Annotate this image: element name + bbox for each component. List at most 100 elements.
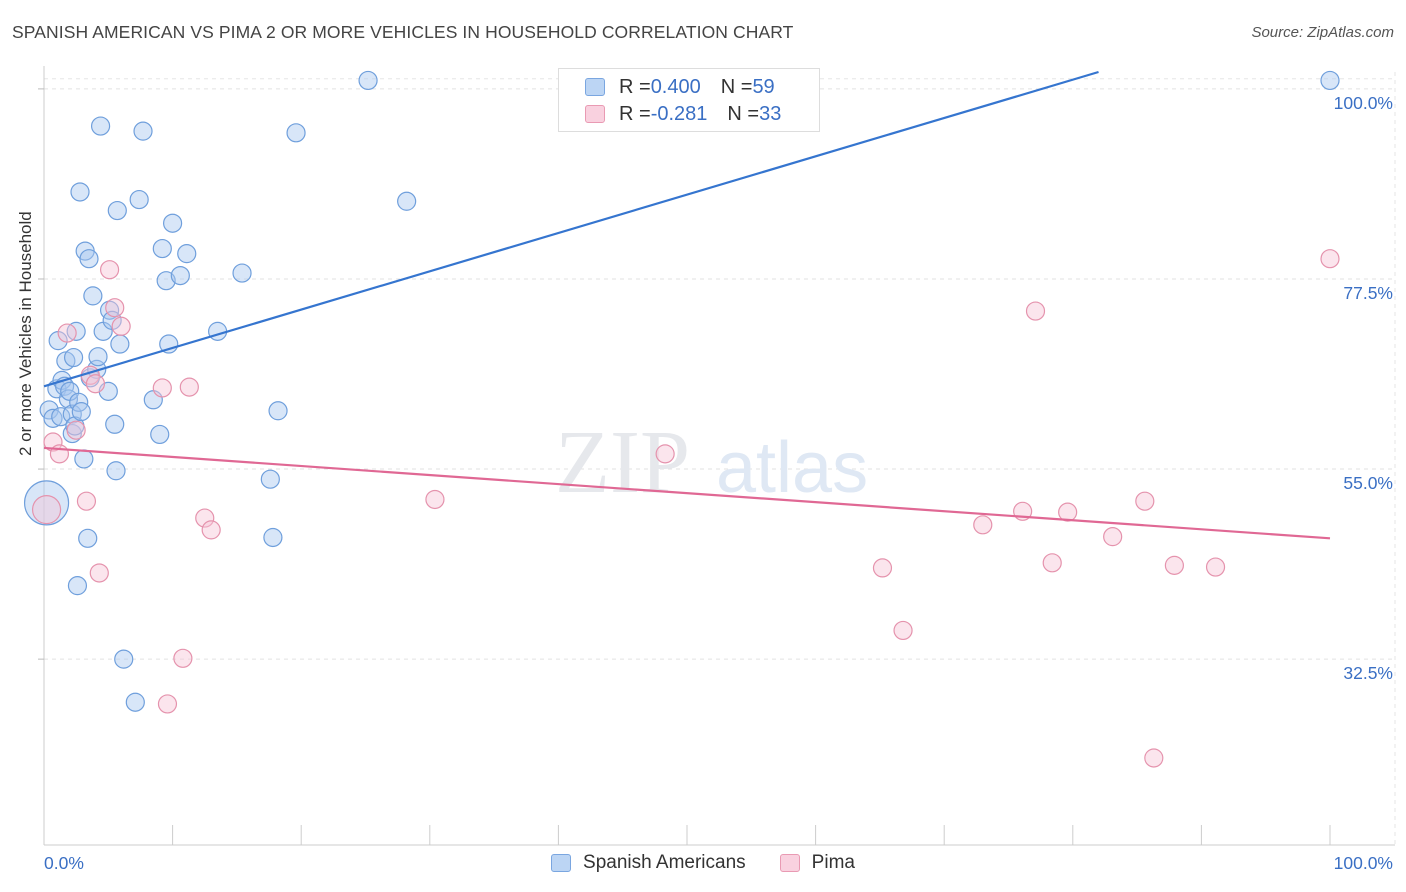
legend-row-pima: R = -0.281 N = 33 <box>585 101 781 127</box>
pima-point-0 <box>31 495 62 525</box>
spanish-american-point-13 <box>63 347 84 368</box>
pima-point-31 <box>1205 557 1226 577</box>
spanish-american-point-36 <box>110 334 130 354</box>
axes <box>38 66 1395 846</box>
spanish-american-point-33 <box>105 414 125 434</box>
spanish-american-point-47 <box>170 265 190 286</box>
pima-point-19 <box>655 444 675 464</box>
spanish-american-point-5 <box>51 407 71 427</box>
pima-point-25 <box>1042 553 1062 573</box>
pima-point-22 <box>973 515 993 535</box>
pima-point-29 <box>1144 748 1164 768</box>
spanish-american-point-49 <box>208 321 228 341</box>
pima-point-26 <box>1058 502 1078 522</box>
pima-point-18 <box>425 489 445 510</box>
spanish-american-point-25 <box>83 286 103 306</box>
spanish-american-point-43 <box>152 238 172 259</box>
spanish-american-point-37 <box>114 649 134 669</box>
legend-swatch-blue <box>551 854 572 872</box>
x-tick-label-1: 100.0% <box>1334 853 1393 873</box>
spanish-american-point-44 <box>156 271 176 291</box>
pima-point-11 <box>111 316 131 336</box>
watermark-atlas: atlas <box>716 428 868 508</box>
spanish-american-point-20 <box>74 449 94 469</box>
series-legend: Spanish Americans Pima <box>0 852 1406 874</box>
data-points <box>23 70 1340 768</box>
pima-point-8 <box>89 563 109 583</box>
spanish-american-point-0 <box>23 480 70 526</box>
spanish-american-point-18 <box>67 576 88 596</box>
r-value: -0.281 <box>650 102 708 125</box>
y-tick-label-1: 55.0% <box>1343 473 1393 493</box>
chart-title: SPANISH AMERICAN VS PIMA 2 OR MORE VEHIC… <box>12 22 794 42</box>
pima-point-20 <box>872 558 893 578</box>
x-tick-label-0: 0.0% <box>44 853 84 873</box>
spanish-american-point-54 <box>286 123 306 143</box>
pima-trend-line <box>43 446 1331 540</box>
spanish-american-point-17 <box>71 402 91 422</box>
spanish-american-point-48 <box>177 244 197 264</box>
r-label: R = <box>619 75 651 98</box>
y-tick-label-0: 32.5% <box>1343 663 1393 683</box>
legend-swatch-blue <box>585 78 605 96</box>
spanish-american-point-22 <box>78 528 98 548</box>
pima-point-7 <box>85 374 106 394</box>
pima-point-16 <box>195 508 215 528</box>
spanish-american-point-50 <box>232 263 252 283</box>
pima-point-13 <box>157 694 178 714</box>
pima-point-17 <box>201 520 221 540</box>
spanish-american-point-19 <box>70 182 90 202</box>
spanish-american-point-53 <box>268 401 288 421</box>
n-value: 59 <box>752 75 775 98</box>
spanish-american-point-56 <box>397 191 417 211</box>
pima-point-4 <box>66 420 86 440</box>
legend-label: Pima <box>811 852 855 873</box>
pima-point-21 <box>893 620 913 641</box>
spanish-american-point-9 <box>58 389 79 409</box>
n-label: N = <box>720 75 753 98</box>
spanish-american-point-28 <box>90 116 111 136</box>
y-tick-label-3: 100.0% <box>1334 93 1393 113</box>
r-label: R = <box>619 102 651 125</box>
spanish-american-point-57 <box>1320 70 1340 91</box>
spanish-american-point-27 <box>88 347 108 367</box>
pima-point-27 <box>1103 527 1123 547</box>
legend-item-pima[interactable]: Pima <box>779 852 855 874</box>
legend-item-spanish-americans[interactable]: Spanish Americans <box>551 852 746 874</box>
pima-point-32 <box>1320 249 1340 269</box>
spanish-american-point-51 <box>260 469 280 489</box>
spanish-american-point-38 <box>125 692 145 712</box>
y-axis-label: 2 or more Vehicles in Household <box>16 211 35 456</box>
pima-point-15 <box>179 377 199 397</box>
y-tick-label-2: 77.5% <box>1343 283 1393 303</box>
stats-legend: R = 0.400 N = 59 R = -0.281 N = 33 <box>558 68 820 132</box>
source-label: Source: ZipAtlas.com <box>1251 24 1394 41</box>
spanish-american-point-46 <box>163 213 183 233</box>
watermark-zip: ZIP <box>555 413 690 512</box>
pima-point-3 <box>57 323 77 343</box>
pima-point-14 <box>173 648 193 668</box>
spanish-american-trend-line <box>43 70 1099 388</box>
pima-point-9 <box>99 260 120 280</box>
spanish-american-point-55 <box>358 70 378 91</box>
pima-point-5 <box>76 491 97 511</box>
n-label: N = <box>727 102 760 125</box>
spanish-american-point-40 <box>133 121 153 141</box>
spanish-american-point-35 <box>107 200 127 221</box>
spanish-american-point-23 <box>79 249 99 269</box>
pima-point-28 <box>1135 491 1155 511</box>
legend-swatch-pink <box>779 854 800 872</box>
spanish-american-point-39 <box>129 189 149 210</box>
pima-point-10 <box>105 298 125 318</box>
legend-row-spanish-americans: R = 0.400 N = 59 <box>585 74 775 100</box>
watermark: ZIP atlas <box>555 413 868 512</box>
pima-point-24 <box>1025 301 1046 321</box>
spanish-american-point-34 <box>106 461 126 481</box>
legend-swatch-pink <box>585 105 605 123</box>
pima-point-12 <box>152 378 172 398</box>
trend-lines <box>43 70 1331 540</box>
spanish-american-point-42 <box>150 424 170 445</box>
spanish-american-point-52 <box>263 527 283 548</box>
tick-labels: 32.5% 55.0% 77.5% 100.0% 0.0% 100.0% <box>44 93 1393 873</box>
pima-point-1 <box>43 432 63 452</box>
